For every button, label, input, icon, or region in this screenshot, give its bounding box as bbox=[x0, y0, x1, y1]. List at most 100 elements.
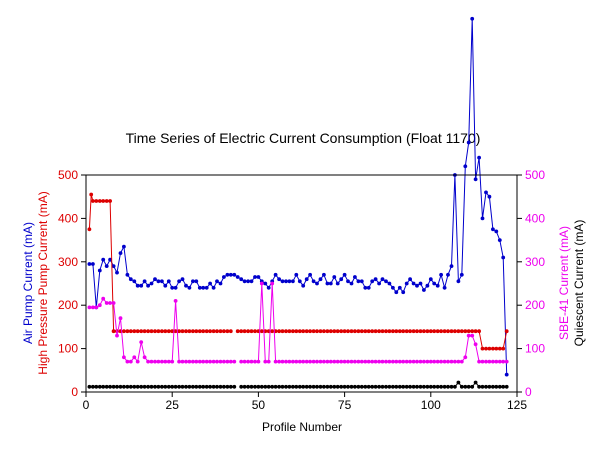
data-point-hp bbox=[391, 329, 395, 334]
data-point-quiescent bbox=[384, 384, 388, 389]
data-point-hp bbox=[297, 329, 302, 334]
data-point-sbe bbox=[487, 359, 492, 364]
data-point-air bbox=[322, 272, 326, 277]
data-point-sbe bbox=[339, 359, 344, 364]
data-point-hp bbox=[280, 329, 285, 334]
data-point-quiescent bbox=[442, 384, 447, 389]
data-point-sbe bbox=[146, 359, 151, 364]
data-point-air bbox=[325, 281, 330, 286]
data-point-air bbox=[246, 279, 251, 284]
data-point-air bbox=[287, 279, 292, 284]
data-point-quiescent bbox=[418, 384, 423, 389]
data-point-hp bbox=[328, 329, 333, 334]
data-point-quiescent bbox=[128, 384, 133, 389]
data-point-hp bbox=[311, 329, 316, 334]
data-point-air bbox=[370, 279, 375, 284]
data-point-sbe bbox=[135, 359, 140, 364]
data-point-hp bbox=[122, 329, 126, 334]
data-point-sbe bbox=[87, 305, 92, 310]
data-point-air bbox=[118, 251, 123, 256]
data-point-sbe bbox=[425, 359, 430, 364]
data-point-air bbox=[342, 272, 347, 277]
y-tick-label-right: 400 bbox=[525, 211, 545, 225]
data-point-quiescent bbox=[239, 384, 244, 389]
data-point-air bbox=[387, 281, 392, 286]
y-tick-label-right: 500 bbox=[525, 168, 545, 182]
data-point-air bbox=[466, 140, 471, 145]
data-point-sbe bbox=[104, 301, 109, 305]
data-point-quiescent bbox=[401, 384, 406, 389]
data-point-air bbox=[273, 272, 278, 277]
data-point-quiescent bbox=[504, 384, 509, 389]
data-point-quiescent bbox=[380, 384, 385, 389]
data-point-air bbox=[160, 279, 164, 284]
data-point-hp bbox=[332, 329, 337, 334]
data-point-hp bbox=[104, 199, 109, 203]
data-point-air bbox=[111, 264, 116, 268]
data-point-hp bbox=[246, 329, 251, 334]
data-point-quiescent bbox=[346, 384, 350, 389]
data-point-quiescent bbox=[363, 384, 368, 389]
data-point-air bbox=[194, 279, 199, 284]
data-point-hp bbox=[335, 329, 340, 334]
data-point-air bbox=[239, 277, 244, 282]
data-point-quiescent bbox=[277, 384, 281, 389]
data-point-quiescent bbox=[339, 384, 344, 389]
x-tick-label: 50 bbox=[252, 398, 266, 412]
data-point-quiescent bbox=[156, 384, 161, 389]
data-point-air bbox=[415, 283, 419, 288]
data-point-quiescent bbox=[284, 384, 288, 389]
data-point-quiescent bbox=[353, 384, 357, 389]
data-point-air bbox=[432, 281, 437, 286]
data-point-quiescent bbox=[215, 384, 219, 389]
data-point-hp bbox=[201, 329, 206, 334]
data-point-hp bbox=[308, 329, 312, 334]
plot-frame bbox=[85, 174, 518, 393]
y-tick-label-left: 0 bbox=[71, 385, 78, 399]
data-point-sbe bbox=[197, 359, 202, 364]
data-point-air bbox=[428, 277, 433, 282]
y-tick-label-left: 400 bbox=[58, 211, 78, 225]
data-point-hp bbox=[184, 329, 188, 334]
data-point-quiescent bbox=[91, 384, 95, 389]
data-point-sbe bbox=[142, 355, 147, 360]
data-point-sbe bbox=[370, 359, 375, 364]
data-point-air bbox=[187, 285, 192, 290]
data-point-quiescent bbox=[256, 384, 261, 389]
data-point-quiescent bbox=[473, 380, 478, 385]
data-point-air bbox=[294, 272, 299, 277]
data-point-hp bbox=[411, 329, 416, 334]
data-point-hp bbox=[504, 329, 509, 334]
data-point-sbe bbox=[101, 296, 106, 301]
y-tick-label-right: 300 bbox=[525, 255, 545, 269]
data-point-quiescent bbox=[463, 384, 468, 389]
x-axis-label: Profile Number bbox=[262, 420, 342, 434]
data-point-sbe bbox=[108, 301, 112, 305]
data-point-air bbox=[122, 244, 126, 249]
data-point-air bbox=[249, 279, 254, 284]
data-point-quiescent bbox=[459, 384, 464, 389]
data-point-quiescent bbox=[432, 384, 437, 389]
data-point-sbe bbox=[239, 359, 244, 364]
data-point-quiescent bbox=[487, 384, 492, 389]
data-point-quiescent bbox=[449, 384, 454, 389]
data-point-hp bbox=[173, 329, 178, 334]
data-point-hp bbox=[208, 329, 213, 334]
data-point-air bbox=[128, 277, 133, 282]
data-point-hp bbox=[111, 329, 116, 334]
data-point-hp bbox=[277, 329, 281, 334]
data-point-sbe bbox=[315, 359, 319, 364]
data-point-air bbox=[142, 279, 147, 284]
data-point-sbe bbox=[228, 359, 233, 364]
data-point-sbe bbox=[387, 359, 392, 364]
data-point-quiescent bbox=[332, 384, 337, 389]
data-point-quiescent bbox=[87, 384, 92, 389]
data-point-sbe bbox=[356, 359, 361, 364]
data-point-air bbox=[91, 262, 95, 266]
data-point-air bbox=[97, 268, 102, 273]
series-line-hp bbox=[237, 330, 508, 350]
data-point-hp bbox=[97, 199, 102, 203]
data-point-hp bbox=[228, 329, 233, 334]
data-point-sbe bbox=[111, 301, 116, 305]
data-point-quiescent bbox=[311, 384, 316, 389]
